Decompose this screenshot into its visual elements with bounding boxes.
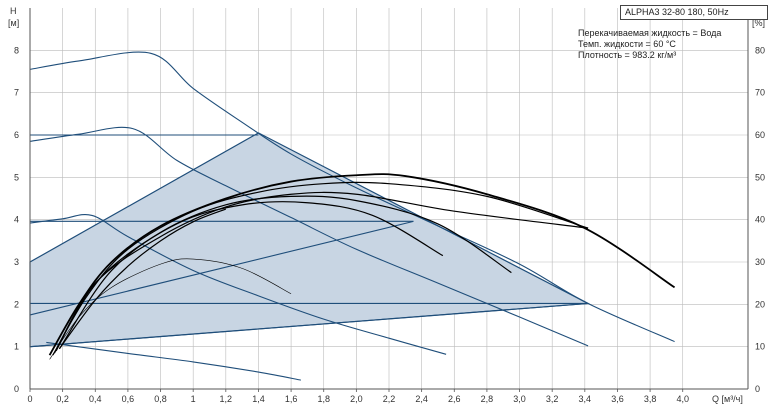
efficiency-curve: [58, 208, 227, 350]
fluid-info-line: Темп. жидкости = 60 °C: [578, 39, 676, 49]
x-tick-label: 0,8: [154, 394, 167, 404]
y-right-tick-label: 60: [755, 130, 765, 140]
y-right-tick-label: 50: [755, 172, 765, 182]
y-left-tick-label: 4: [14, 215, 19, 225]
x-tick-label: 1,8: [317, 394, 330, 404]
x-tick-label: 2,4: [415, 394, 428, 404]
x-tick-label: 1: [191, 394, 196, 404]
x-tick-label: 1,6: [285, 394, 298, 404]
y-right-tick-label: 0: [755, 384, 760, 394]
y-left-tick-label: 1: [14, 342, 19, 352]
x-tick-label: 3,8: [644, 394, 657, 404]
pump-model-box: ALPHA3 32-80 180, 50Hz: [620, 5, 768, 20]
pump-curve: [29, 302, 589, 348]
efficiency-curves-layer: [48, 173, 676, 360]
y-right-tick-label: 10: [755, 342, 765, 352]
y-right-tick-label: 30: [755, 257, 765, 267]
x-tick-label: 1,4: [252, 394, 265, 404]
efficiency-curve: [48, 173, 676, 356]
y-left-tick-label: 0: [14, 384, 19, 394]
fluid-info-line: Перекачиваемая жидкость = Вода: [578, 28, 722, 38]
x-tick-label: 3,2: [546, 394, 559, 404]
y-left-tick-label: 6: [14, 130, 19, 140]
y-right-tick-label: 20: [755, 299, 765, 309]
y-left-tick-label: 7: [14, 88, 19, 98]
x-tick-label: 2,8: [481, 394, 494, 404]
axes-layer: 0 0,2 0,4 0,6 0,8 1 1,2 1,4 1,6 1,8 2,0 2,2 2,4 2,6 2,…: [14, 8, 765, 404]
x-tick-label: 0,4: [89, 394, 102, 404]
efficiency-curve: [49, 258, 292, 360]
x-tick-label: 2,0: [350, 394, 363, 404]
y-left-tick-label: 3: [14, 257, 19, 267]
x-tick-label: 1,2: [220, 394, 233, 404]
x-tick-label: 0,2: [56, 394, 69, 404]
x-tick-label: 3,6: [611, 394, 624, 404]
fluid-info-line: Плотность = 983.2 кг/м³: [578, 50, 677, 60]
x-axis-label: Q [м³/ч]: [712, 394, 743, 404]
pump-curves-layer: [29, 51, 675, 381]
y-right-axis-unit: [%]: [752, 18, 765, 28]
pump-curve: [29, 51, 675, 343]
efficiency-curve: [58, 201, 444, 350]
x-tick-label: 0: [27, 394, 32, 404]
x-tick-label: 2,6: [448, 394, 461, 404]
x-tick-label: 3,0: [513, 394, 526, 404]
pump-curve: [46, 341, 301, 381]
y-right-tick-label: 70: [755, 88, 765, 98]
x-tick-label: 0,6: [122, 394, 135, 404]
y-left-tick-label: 2: [14, 299, 19, 309]
y-right-tick-label: 80: [755, 45, 765, 55]
x-tick-label: 3,4: [579, 394, 592, 404]
pump-model-label: ALPHA3 32-80 180, 50Hz: [625, 7, 729, 17]
fluid-info: Перекачиваемая жидкость = Вода Темп. жид…: [578, 28, 721, 61]
efficiency-curve: [55, 195, 512, 352]
y-left-axis-unit: [м]: [8, 18, 19, 28]
pump-curve: [29, 213, 447, 355]
y-right-tick-label: 40: [755, 215, 765, 225]
pump-curve: [29, 220, 414, 316]
y-left-tick-label: 5: [14, 172, 19, 182]
y-left-axis-name: H: [10, 6, 17, 16]
x-tick-label: 4,0: [676, 394, 689, 404]
x-tick-label: 2,2: [383, 394, 396, 404]
y-left-tick-label: 8: [14, 45, 19, 55]
